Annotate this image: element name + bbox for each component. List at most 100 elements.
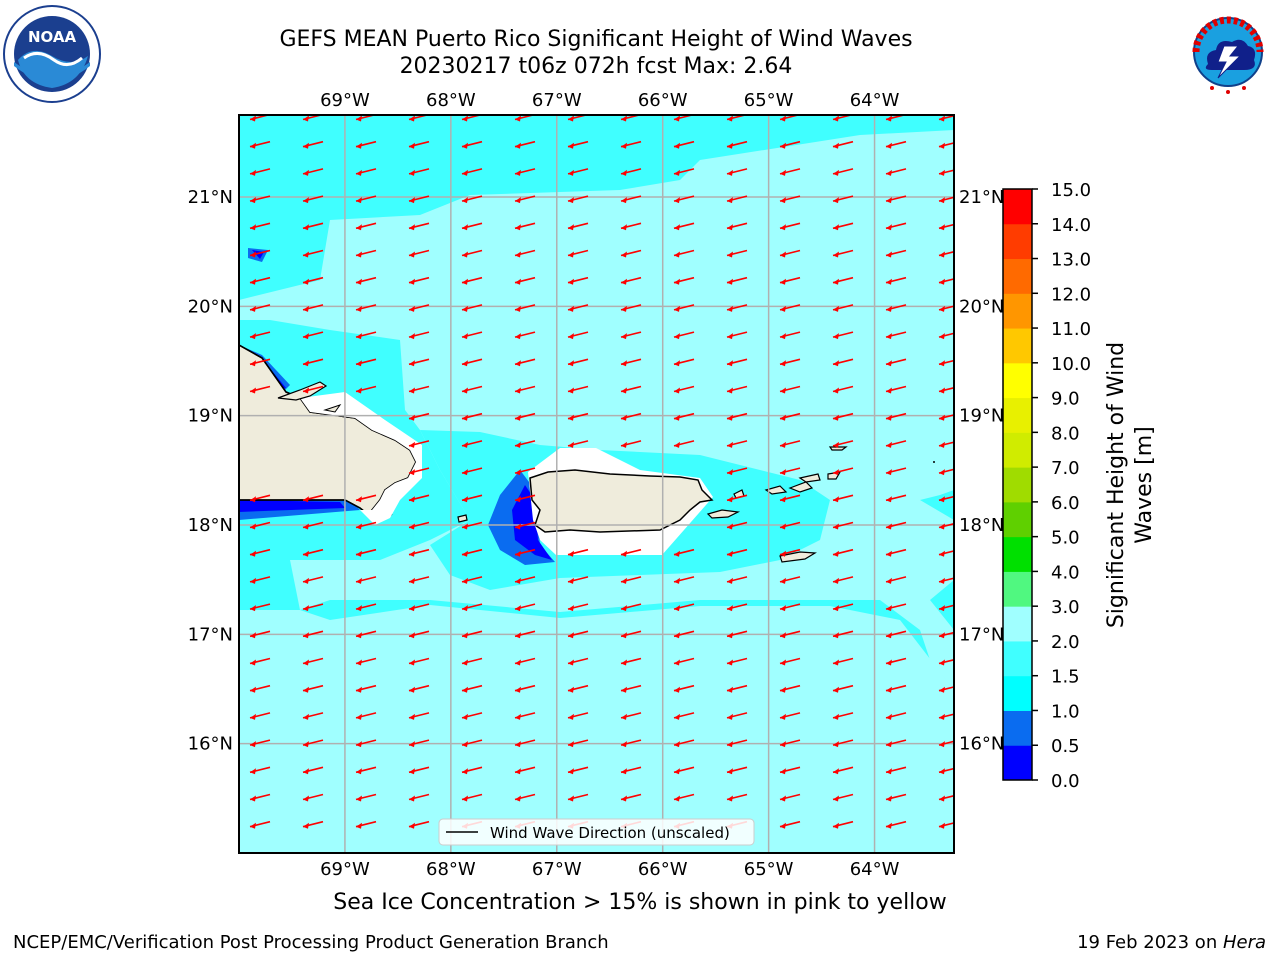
wave-arrow — [938, 250, 954, 258]
wave-arrow — [620, 358, 642, 367]
wave-arrow — [249, 222, 271, 231]
wave-arrow — [779, 358, 801, 367]
wave-arrow — [567, 793, 589, 802]
wave-arrow — [355, 276, 377, 285]
wave-arrow — [832, 440, 854, 448]
colorbar-segment-0 — [1003, 745, 1032, 781]
wave-arrow — [249, 684, 271, 693]
wave-arrow — [832, 331, 854, 340]
wave-arrow — [302, 712, 324, 720]
wave-arrow — [779, 140, 801, 149]
wave-arrow — [673, 657, 695, 666]
wave-arrow — [514, 684, 536, 693]
wave-arrow — [620, 304, 642, 312]
wave-arrow — [885, 657, 907, 666]
noaa-logo: NOAA — [3, 5, 101, 103]
wave-arrow — [620, 603, 642, 612]
wave-arrow — [302, 331, 324, 340]
wave-arrow — [779, 249, 801, 258]
wave-arrow — [355, 494, 377, 503]
wave-arrow — [885, 222, 907, 231]
wave-arrow — [461, 684, 483, 693]
wave-arrow — [620, 412, 642, 421]
wave-arrow — [938, 822, 954, 829]
colorbar-segment-2 — [1003, 675, 1032, 711]
wave-arrow — [514, 793, 536, 802]
wave-arrow — [302, 140, 324, 149]
wave-arrow — [408, 630, 430, 639]
wave-arrow — [302, 820, 324, 829]
wave-arrow — [832, 548, 854, 557]
wave-arrow — [885, 766, 907, 775]
wave-arrow — [249, 521, 271, 530]
wave-arrow — [461, 385, 483, 394]
wave-arrow — [249, 195, 271, 204]
wave-arrow — [885, 304, 907, 312]
wave-arrow — [885, 168, 907, 176]
region-2-3m-south — [239, 605, 954, 853]
wave-arrow — [673, 766, 695, 775]
wave-arrow — [567, 249, 589, 258]
wave-arrow — [355, 140, 377, 149]
wave-arrow — [726, 521, 748, 530]
wave-arrow — [885, 712, 907, 720]
wave-arrow — [726, 603, 748, 612]
wave-arrow — [567, 440, 589, 448]
st-thomas-island — [764, 485, 788, 495]
wave-arrow — [938, 386, 954, 394]
wave-arrow — [408, 222, 430, 231]
lat-label-right-2: 19°N — [959, 406, 1004, 427]
wave-arrow — [726, 249, 748, 258]
lat-labels-left: 21°N 20°N 19°N 18°N 17°N 16°N — [188, 187, 233, 755]
wave-arrow — [408, 766, 430, 775]
wave-arrow — [408, 548, 430, 557]
wave-arrow — [514, 603, 536, 612]
graticule — [239, 115, 954, 853]
wave-arrow — [461, 467, 483, 476]
sea-ice-note: Sea Ice Concentration > 15% is shown in … — [333, 890, 947, 915]
wave-arrow — [355, 766, 377, 775]
wave-arrow — [938, 169, 954, 176]
wave-arrow — [885, 603, 907, 612]
wave-arrow — [620, 739, 642, 748]
wave-arrow — [938, 740, 954, 748]
wave-arrow — [355, 222, 377, 231]
footer-host: Hera — [1222, 932, 1266, 953]
wave-arrow — [302, 168, 324, 176]
wave-arrow — [408, 603, 430, 612]
wave-arrow — [514, 494, 536, 503]
tortuga-island — [277, 381, 328, 401]
wave-arrow — [567, 358, 589, 367]
wave-arrow — [567, 276, 589, 285]
wave-arrow — [938, 332, 954, 340]
wave-arrow — [673, 276, 695, 285]
lat-label-left-2: 19°N — [188, 406, 233, 427]
wave-arrow — [726, 467, 748, 476]
wave-arrow — [408, 358, 430, 367]
wave-arrow — [673, 385, 695, 394]
wave-arrow — [249, 331, 271, 340]
wave-arrow — [567, 385, 589, 394]
wave-arrow — [673, 712, 695, 720]
map-subtitle: 20230217 t06z 072h fcst Max: 2.64 — [399, 54, 793, 79]
lon-label-bottom-5: 64°W — [850, 859, 900, 880]
wave-arrow — [461, 168, 483, 176]
wave-arrow — [355, 304, 377, 312]
wave-arrow — [249, 630, 271, 639]
wave-arrow — [673, 358, 695, 367]
wave-arrow — [461, 140, 483, 149]
wave-arrow — [567, 412, 589, 421]
wave-arrow — [673, 195, 695, 204]
wave-arrow — [514, 548, 536, 557]
wave-arrow — [673, 304, 695, 312]
wave-arrow — [408, 712, 430, 720]
wave-arrow — [461, 548, 483, 557]
wave-arrow — [302, 494, 324, 503]
wave-arrow — [779, 766, 801, 775]
wave-arrow — [408, 385, 430, 394]
wave-arrow — [938, 468, 954, 476]
wave-arrow — [620, 249, 642, 258]
wave-arrow — [832, 793, 854, 802]
colorbar-tick-11: 9.0 — [1051, 389, 1080, 410]
wave-arrow — [779, 304, 801, 312]
